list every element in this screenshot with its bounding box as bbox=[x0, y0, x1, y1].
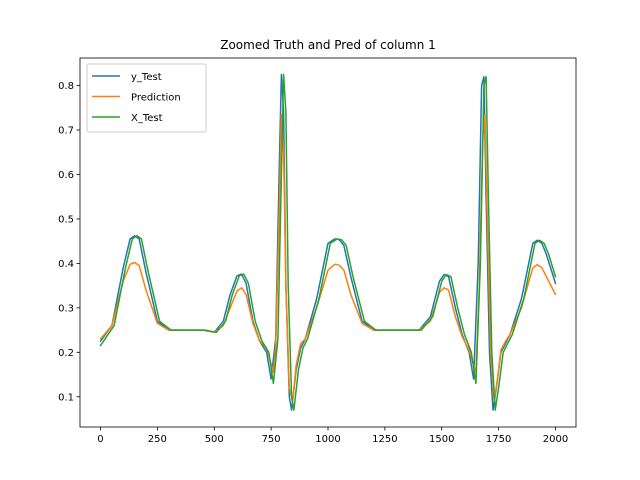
y-tick-label: 0.3 bbox=[58, 303, 74, 314]
x-tick-label: 750 bbox=[262, 434, 281, 445]
x-tick-label: 1500 bbox=[429, 434, 454, 445]
axis-layer: 0 250 500 750 1000 1250 1500 1750 2000 0.1 0.2 0.3 0… bbox=[58, 81, 568, 445]
y-tick-label: 0.1 bbox=[58, 392, 74, 403]
x-tick-label: 250 bbox=[148, 434, 167, 445]
legend-label-0: y_Test bbox=[131, 72, 162, 83]
y-tick-label: 0.7 bbox=[58, 126, 74, 137]
x-tick-label: 1000 bbox=[315, 434, 340, 445]
legend-box bbox=[86, 63, 207, 133]
y-tick-label: 0.2 bbox=[58, 348, 74, 359]
y-tick-label: 0.5 bbox=[58, 214, 74, 225]
chart-title: Zoomed Truth and Pred of column 1 bbox=[220, 38, 436, 52]
y-tick-label: 0.8 bbox=[58, 81, 74, 92]
x-tick-label: 1250 bbox=[372, 434, 397, 445]
series-line-2 bbox=[99, 73, 557, 411]
x-tick-label: 500 bbox=[205, 434, 224, 445]
y-tick-label: 0.4 bbox=[58, 259, 74, 270]
x-tick-label: 2000 bbox=[543, 434, 568, 445]
legend-label-2: X_Test bbox=[131, 113, 163, 124]
x-tick-label: 0 bbox=[97, 434, 103, 445]
y-tick-label: 0.6 bbox=[58, 170, 74, 181]
plot-frame bbox=[79, 57, 577, 428]
x-tick-label: 1750 bbox=[486, 434, 511, 445]
legend-label-1: Prediction bbox=[131, 93, 181, 104]
series-layer bbox=[99, 73, 557, 411]
legend: y_Test Prediction X_Test bbox=[86, 63, 207, 133]
